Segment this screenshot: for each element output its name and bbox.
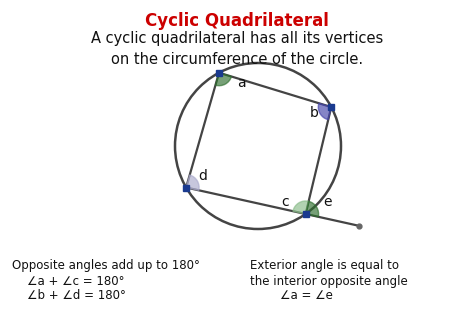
Text: Opposite angles add up to 180°: Opposite angles add up to 180° xyxy=(12,259,200,272)
Wedge shape xyxy=(186,175,199,190)
Text: d: d xyxy=(198,168,207,182)
Text: c: c xyxy=(282,195,289,209)
Wedge shape xyxy=(293,201,309,214)
Wedge shape xyxy=(318,103,331,120)
Text: A cyclic quadrilateral has all its vertices
on the circumference of the circle.: A cyclic quadrilateral has all its verti… xyxy=(91,31,383,67)
Text: Exterior angle is equal to: Exterior angle is equal to xyxy=(250,259,399,272)
Text: a: a xyxy=(237,76,246,90)
Text: e: e xyxy=(324,195,332,209)
Text: the interior opposite angle: the interior opposite angle xyxy=(250,275,408,288)
Text: b: b xyxy=(309,106,318,120)
Text: Cyclic Quadrilateral: Cyclic Quadrilateral xyxy=(145,12,329,29)
Text: ∠b + ∠d = 180°: ∠b + ∠d = 180° xyxy=(27,289,126,302)
Wedge shape xyxy=(306,201,319,217)
Text: ∠a = ∠e: ∠a = ∠e xyxy=(280,289,333,302)
Wedge shape xyxy=(216,73,231,86)
Text: ∠a + ∠c = 180°: ∠a + ∠c = 180° xyxy=(27,275,125,288)
